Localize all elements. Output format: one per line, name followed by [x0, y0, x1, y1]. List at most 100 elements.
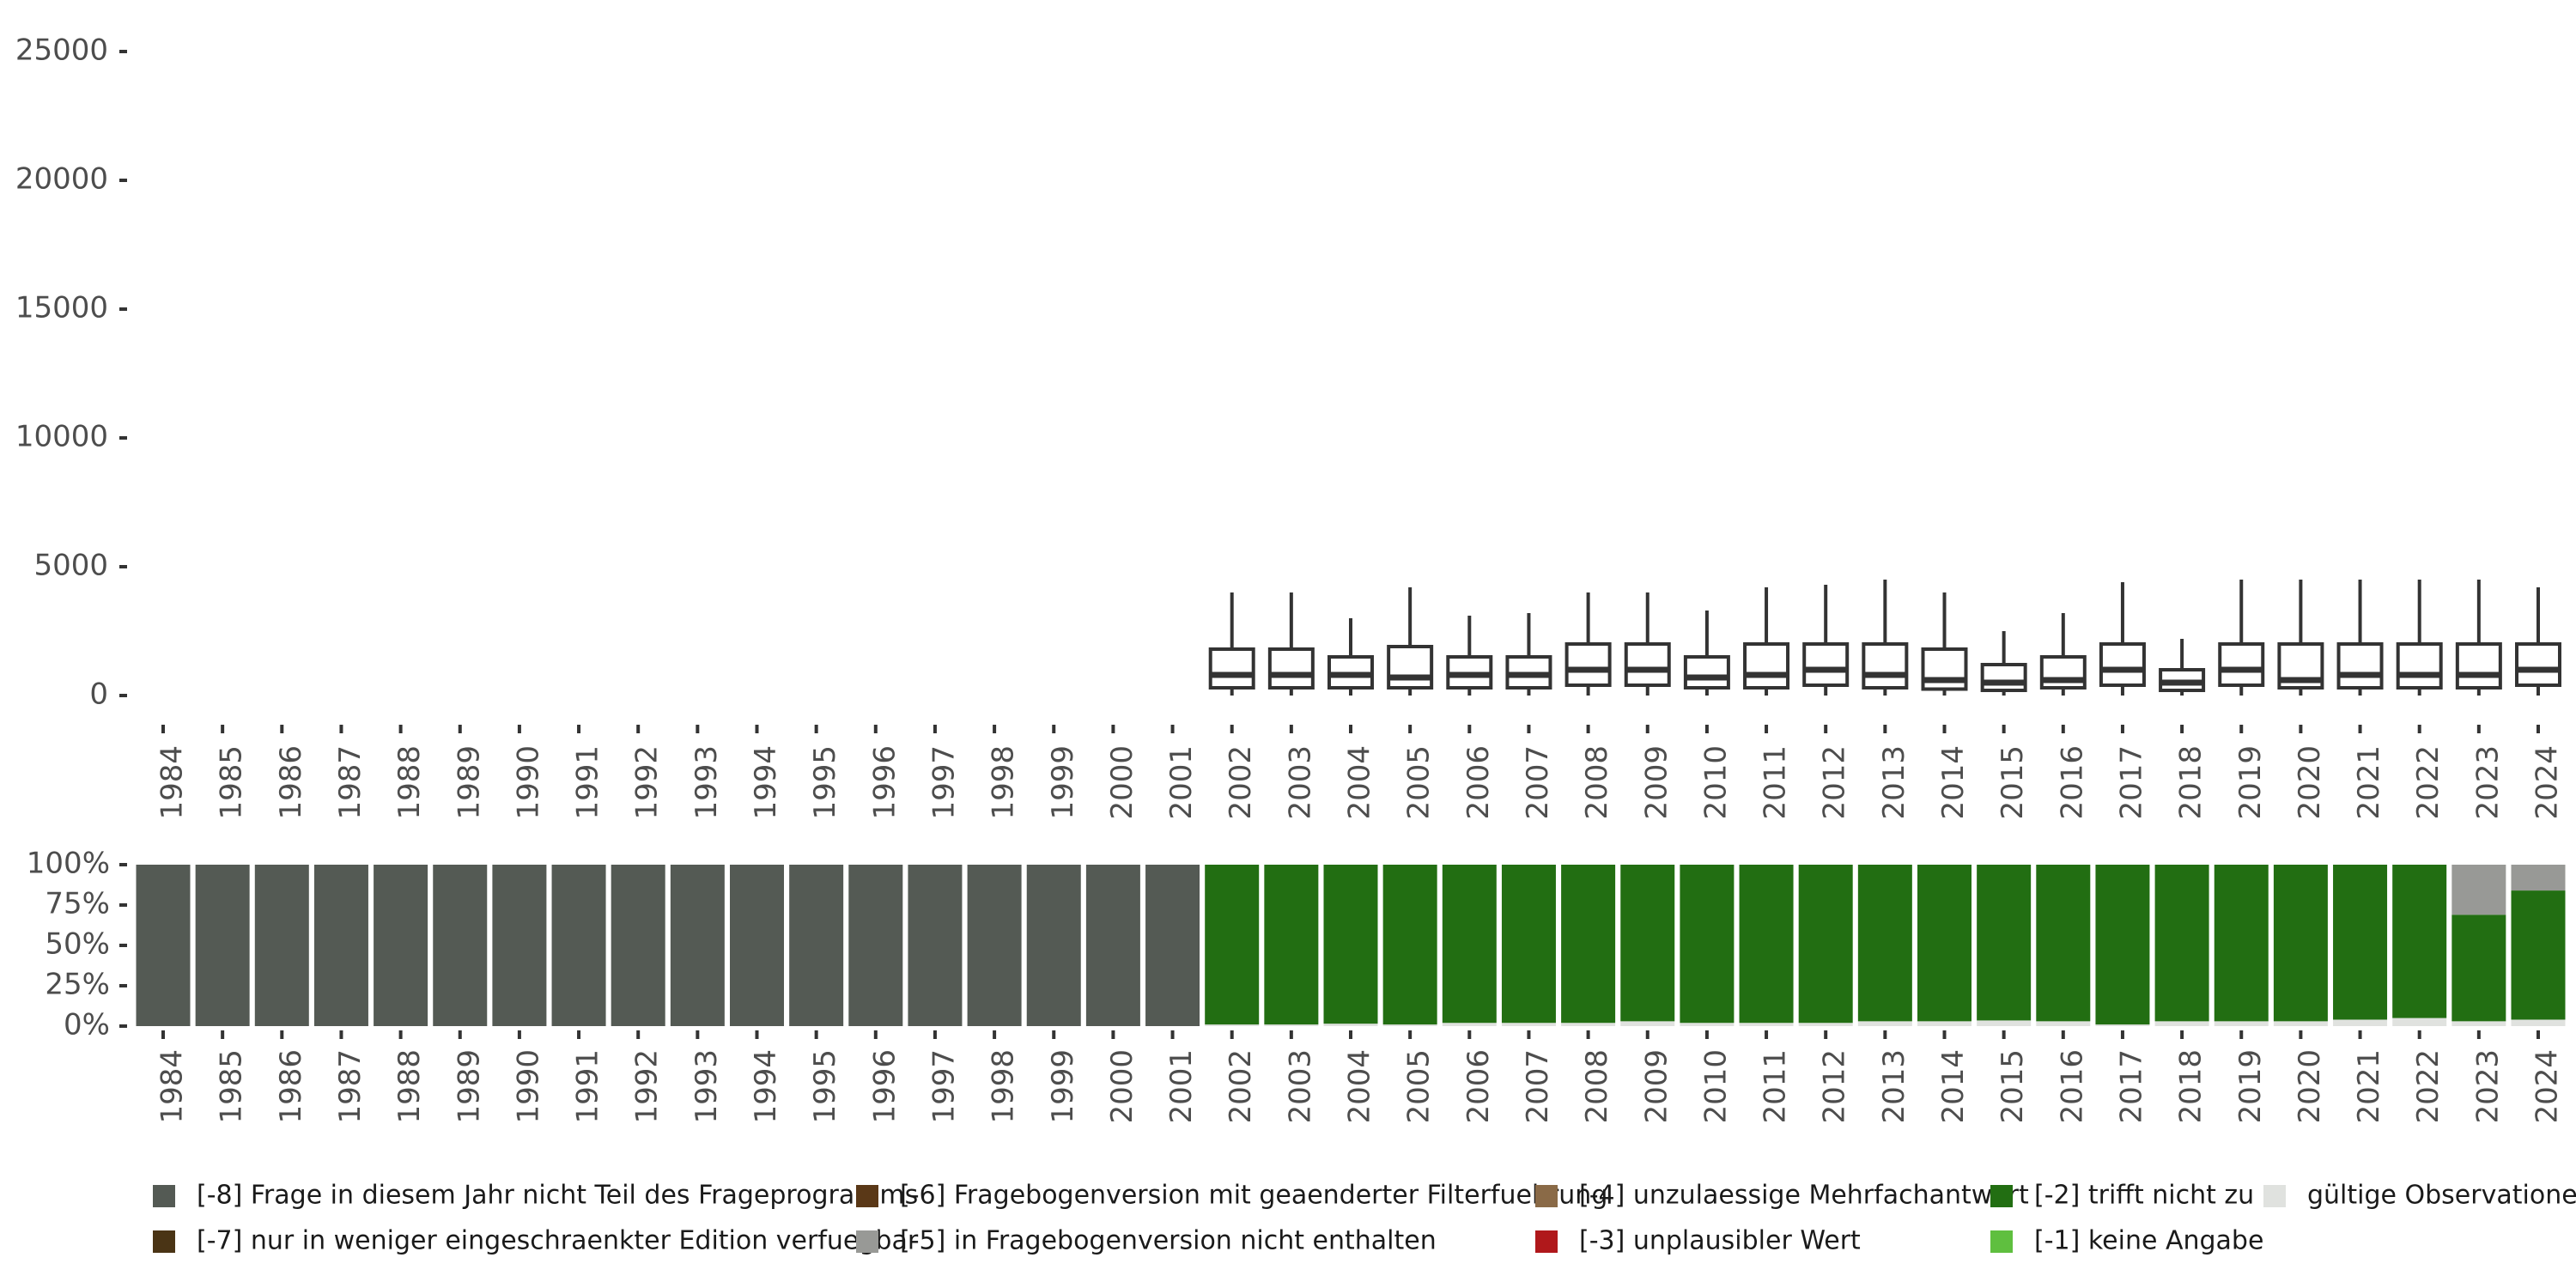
box-2011	[1743, 587, 1790, 696]
x-tick-label: 2011	[1759, 745, 1793, 820]
box-2003	[1267, 592, 1315, 696]
box-body	[2039, 655, 2087, 690]
bar-2020	[2273, 865, 2328, 1026]
legend: [-8] Frage in diesem Jahr nicht Teil des…	[153, 1181, 2576, 1256]
bar-2000	[1085, 865, 1140, 1026]
stacked-bar-x-axis: 1984 1985 1986 1987 1988 1989 1990 1991 1992 1993…	[155, 1030, 2565, 1124]
box-body	[2515, 642, 2561, 687]
x-tick-label: 2022	[2411, 745, 2445, 820]
boxplot-marks	[1208, 580, 2561, 696]
x-tick-label: 1990	[511, 745, 545, 820]
box-2008	[1564, 592, 1612, 696]
legend-swatch	[2263, 1185, 2286, 1207]
x-tick-label: 2024	[2530, 745, 2565, 820]
bar-1995	[789, 865, 844, 1026]
box-body	[1564, 642, 1612, 687]
box-body	[1980, 663, 2027, 692]
boxplot-x-axis: 1984 1985 1986 1987 1988 1989 1990 1991 1992 1993…	[155, 725, 2565, 820]
x-tick-label: 1993	[690, 745, 724, 820]
bar-segment-gueltig	[1323, 1024, 1378, 1026]
x-tick-label: 1998	[987, 1049, 1021, 1124]
legend-item-m1: [-1] keine Angabe	[1990, 1226, 2263, 1256]
y-tick-label: 75%	[45, 887, 110, 921]
bar-segment-m2	[1561, 865, 1616, 1024]
legend-swatch	[1535, 1185, 1558, 1207]
x-tick-label: 2012	[1818, 745, 1852, 820]
bar-1992	[611, 865, 665, 1026]
bar-segment-m8	[611, 865, 665, 1026]
box-body	[1862, 642, 1909, 690]
x-tick-label: 1985	[215, 1049, 249, 1124]
bar-2024	[2511, 865, 2566, 1026]
bar-segment-m2	[1205, 865, 1260, 1025]
bar-segment-m8	[433, 865, 488, 1026]
box-body	[1267, 647, 1315, 690]
x-tick-label: 1986	[274, 1049, 308, 1124]
x-tick-label: 1999	[1046, 745, 1080, 820]
box-2004	[1327, 618, 1374, 696]
x-tick-label: 2002	[1224, 1049, 1258, 1124]
x-tick-label: 2013	[1877, 745, 1911, 820]
box-body	[1624, 642, 1671, 687]
x-tick-label: 1984	[155, 1049, 190, 1124]
bar-2003	[1264, 865, 1319, 1026]
bar-1994	[730, 865, 784, 1026]
bar-segment-gueltig	[1442, 1023, 1497, 1026]
x-tick-label: 2006	[1461, 745, 1496, 820]
x-tick-label: 1985	[215, 745, 249, 820]
bar-segment-m8	[1085, 865, 1140, 1026]
legend-label: [-4] unzulaessige Mehrfachantwort	[1579, 1181, 2029, 1211]
x-tick-label: 2012	[1818, 1049, 1852, 1124]
x-tick-label: 2008	[1580, 1049, 1614, 1124]
bar-segment-m8	[374, 865, 428, 1026]
box-2023	[2455, 580, 2502, 696]
bar-segment-m2	[2154, 865, 2209, 1022]
bar-segment-gueltig	[1205, 1024, 1260, 1026]
bar-segment-m8	[1145, 865, 1200, 1026]
x-tick-label: 1988	[392, 745, 427, 820]
bar-segment-gueltig	[1857, 1021, 1912, 1026]
x-tick-label: 1986	[274, 745, 308, 820]
bar-segment-gueltig	[1917, 1021, 1971, 1026]
bar-segment-m8	[730, 865, 784, 1026]
x-tick-label: 1987	[333, 745, 368, 820]
x-tick-label: 1987	[333, 1049, 368, 1124]
legend-item-m8: [-8] Frage in diesem Jahr nicht Teil des…	[153, 1181, 918, 1211]
x-tick-label: 2016	[2055, 1049, 2089, 1124]
box-2005	[1387, 587, 1434, 696]
x-tick-label: 1991	[571, 1049, 605, 1124]
box-2015	[1980, 631, 2027, 696]
x-tick-label: 2003	[1283, 1049, 1317, 1124]
x-tick-label: 2013	[1877, 1049, 1911, 1124]
x-tick-label: 2007	[1521, 1049, 1555, 1124]
bar-segment-m2	[1857, 865, 1912, 1022]
bar-1987	[313, 865, 368, 1026]
bar-segment-gueltig	[2333, 1019, 2388, 1026]
legend-item-m6: [-6] Fragebogenversion mit geaenderter F…	[856, 1181, 1607, 1211]
x-tick-label: 2009	[1639, 745, 1674, 820]
legend-swatch	[1535, 1230, 1558, 1253]
bar-2022	[2392, 865, 2447, 1026]
box-body	[2336, 642, 2384, 690]
x-tick-label: 2014	[1936, 1049, 1971, 1124]
x-tick-label: 2005	[1402, 745, 1437, 820]
x-tick-label: 1995	[808, 1049, 842, 1124]
x-tick-label: 2004	[1343, 745, 1377, 820]
x-tick-label: 2010	[1698, 745, 1733, 820]
bar-2011	[1739, 865, 1794, 1026]
box-body	[1802, 642, 1850, 687]
bar-segment-m5	[2451, 865, 2506, 915]
x-tick-label: 2017	[2114, 1049, 2148, 1124]
x-tick-label: 2015	[1996, 745, 2030, 820]
bar-segment-m8	[789, 865, 844, 1026]
bar-segment-gueltig	[1620, 1021, 1675, 1026]
x-tick-label: 2006	[1461, 1049, 1496, 1124]
box-body	[2218, 642, 2265, 687]
bar-1988	[374, 865, 428, 1026]
x-tick-label: 2011	[1759, 1049, 1793, 1124]
x-tick-label: 2018	[2174, 745, 2208, 820]
bar-2021	[2333, 865, 2388, 1026]
bar-segment-gueltig	[1264, 1024, 1319, 1026]
bar-segment-m2	[2333, 865, 2388, 1020]
